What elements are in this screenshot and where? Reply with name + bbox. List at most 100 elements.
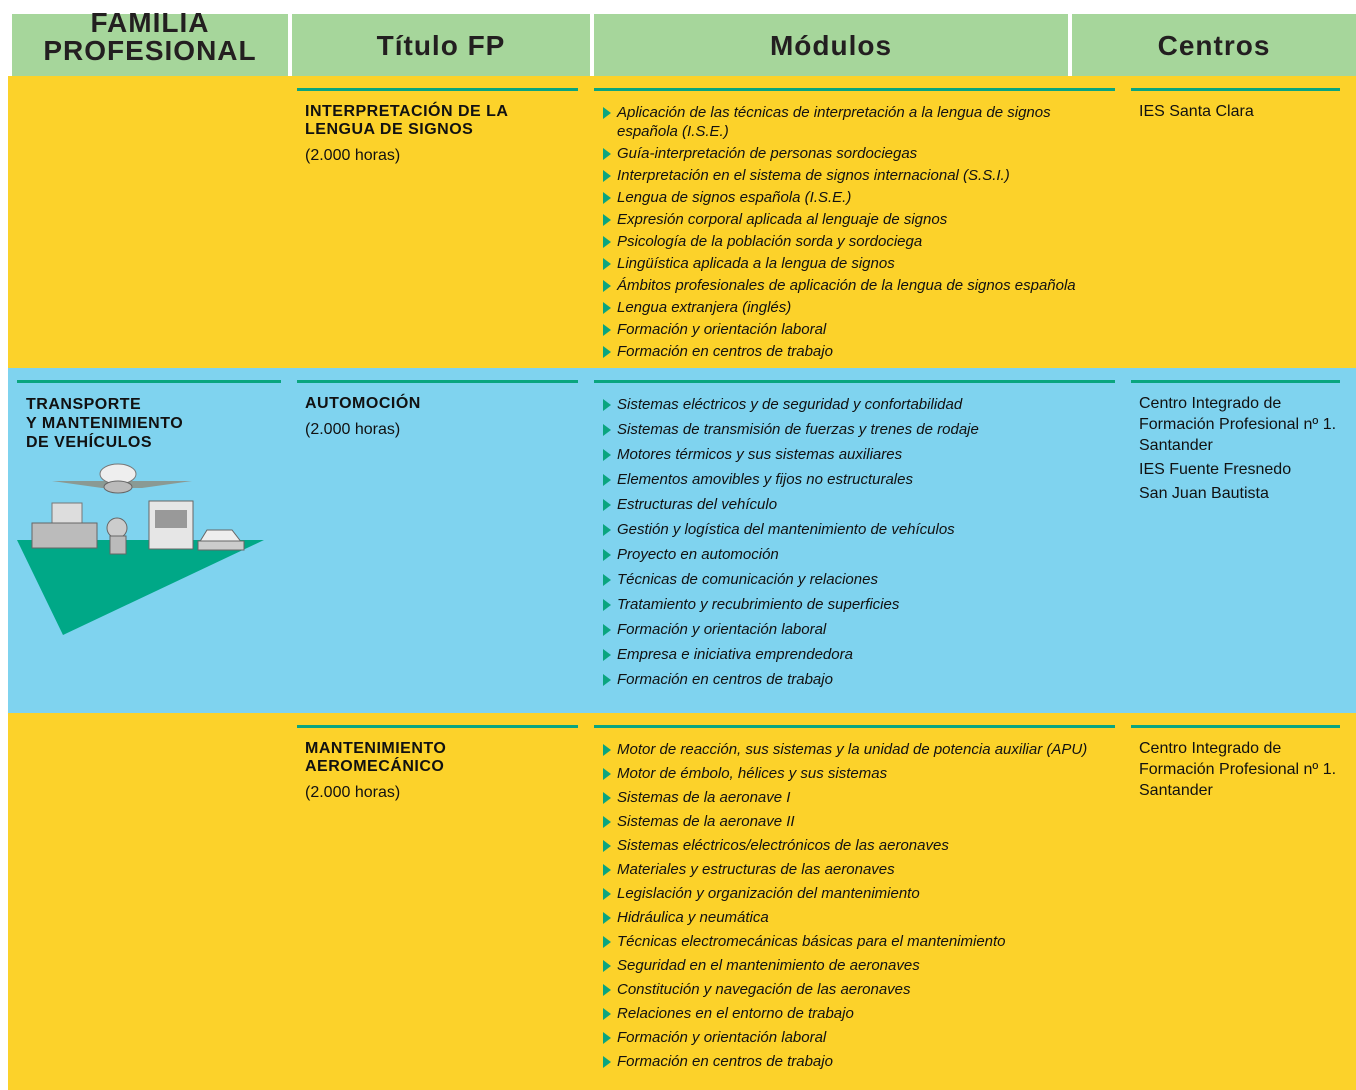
header-cell: Centros: [1072, 14, 1356, 76]
bullet: [603, 258, 611, 270]
modulo: Elementos amovibles y fijos no estructur…: [603, 470, 1097, 489]
modulo-text: Sistemas de transmisión de fuerzas y tre…: [617, 421, 979, 438]
centro: Centro Integrado de Formación Profesiona…: [1139, 395, 1337, 454]
modulo-text: Técnicas de comunicación y relaciones: [617, 571, 878, 588]
modulo-text: Lengua de signos española (I.S.E.): [617, 189, 852, 206]
modulo: Formación y orientación laboral: [603, 1028, 1097, 1047]
modulo-text: Lengua extranjera (inglés): [617, 299, 792, 316]
modulo-text: Lingüística aplicada a la lengua de sign…: [617, 255, 895, 272]
modulo-text: Psicología de la población sorda y sordo…: [617, 233, 923, 250]
familia: TRANSPORTE Y MANTENIMIENTO DE VEHÍCULOS: [26, 395, 183, 452]
modulo-text: Legislación y organización del mantenimi…: [617, 885, 920, 902]
modulo: Expresión corporal aplicada al lenguaje …: [603, 210, 1097, 229]
bullet: [603, 148, 611, 160]
modulo: Motores térmicos y sus sistemas auxiliar…: [603, 445, 1097, 464]
modulo: Motor de reacción, sus sistemas y la uni…: [603, 740, 1097, 759]
modulo: Hidráulica y neumática: [603, 908, 1097, 927]
modulo-text: Formación en centros de trabajo: [617, 671, 833, 688]
bullet: [603, 170, 611, 182]
bullet: [603, 649, 611, 661]
modulo-text: Gestión y logística del mantenimiento de…: [617, 521, 955, 538]
modulo: Psicología de la población sorda y sordo…: [603, 232, 1097, 251]
centros: IES Santa Clara: [1139, 101, 1339, 125]
modulo-text: Interpretación en el sistema de signos i…: [617, 167, 1010, 184]
bullet: [603, 768, 611, 780]
bullet: [603, 192, 611, 204]
bullet: [603, 499, 611, 511]
modulo: Tratamiento y recubrimiento de superfici…: [603, 595, 1097, 614]
bullet: [603, 960, 611, 972]
rule: [1131, 380, 1340, 383]
modulo: Lingüística aplicada a la lengua de sign…: [603, 254, 1097, 273]
bullet: [603, 449, 611, 461]
modulo: Formación en centros de trabajo: [603, 342, 1097, 361]
rule: [297, 725, 578, 728]
titulo-name: AUTOMOCIÓN: [305, 395, 575, 413]
modulo: Sistemas eléctricos/electrónicos de las …: [603, 836, 1097, 855]
row-bg: [8, 76, 1356, 368]
titulo: AUTOMOCIÓN (2.000 horas): [305, 395, 575, 439]
familia-line: Y MANTENIMIENTO: [26, 415, 184, 432]
modulo: Materiales y estructuras de las aeronave…: [603, 860, 1097, 879]
modulo-text: Técnicas electromecánicas básicas para e…: [617, 933, 1006, 950]
centros: Centro Integrado de Formación Profesiona…: [1139, 738, 1339, 804]
modulo-text: Sistemas eléctricos/electrónicos de las …: [617, 837, 949, 854]
titulo-line: INTERPRETACIÓN DE LA: [305, 103, 509, 120]
modulo: Técnicas de comunicación y relaciones: [603, 570, 1097, 589]
modulo: Sistemas de transmisión de fuerzas y tre…: [603, 420, 1097, 439]
icon: [17, 463, 264, 635]
bullet: [603, 346, 611, 358]
header-line: FAMILIA: [90, 7, 210, 38]
familia-line: DE VEHÍCULOS: [26, 434, 153, 451]
bullet: [603, 107, 611, 119]
modulo-text: Sistemas eléctricos y de seguridad y con…: [617, 396, 963, 413]
titulo-name: MANTENIMIENTO AEROMECÁNICO: [305, 740, 575, 776]
bullet: [603, 674, 611, 686]
bullet: [603, 280, 611, 292]
modulo-text: Formación y orientación laboral: [617, 321, 827, 338]
modulo: Ámbitos profesionales de aplicación de l…: [603, 276, 1097, 295]
titulo: INTERPRETACIÓN DE LA LENGUA DE SIGNOS (2.0…: [305, 103, 575, 165]
bullet: [603, 599, 611, 611]
modulo: Gestión y logística del mantenimiento de…: [603, 520, 1097, 539]
modulo-text: Formación y orientación laboral: [617, 1029, 827, 1046]
rule: [594, 88, 1115, 91]
centro: Centro Integrado de Formación Profesiona…: [1139, 740, 1337, 799]
modulo-text: Guía-interpretación de personas sordocie…: [617, 145, 918, 162]
rule: [594, 380, 1115, 383]
modulo: Aplicación de las técnicas de interpreta…: [603, 103, 1097, 141]
modulo-text: Sistemas de la aeronave II: [617, 813, 795, 830]
modulo: Formación en centros de trabajo: [603, 670, 1097, 689]
modulo: Formación y orientación laboral: [603, 320, 1097, 339]
header-cell: Módulos: [594, 14, 1068, 76]
modulo-text: Motor de reacción, sus sistemas y la uni…: [617, 741, 1088, 758]
bullet: [603, 424, 611, 436]
header-cell: Título FP: [292, 14, 590, 76]
bullet: [603, 864, 611, 876]
header-cell: FAMILIA PROFESIONAL: [12, 9, 288, 76]
modulo-text: Sistemas de la aeronave I: [617, 789, 791, 806]
modulo-text: Formación y orientación laboral: [617, 621, 827, 638]
modulos: Sistemas eléctricos y de seguridad y con…: [603, 395, 1103, 689]
modulo-text: Estructuras del vehículo: [617, 496, 778, 513]
bullet: [603, 624, 611, 636]
modulo-text: Proyecto en automoción: [617, 546, 779, 563]
titulo-line: AUTOMOCIÓN: [305, 395, 421, 412]
modulo-text: Seguridad en el mantenimiento de aeronav…: [617, 957, 920, 974]
modulo: Guía-interpretación de personas sordocie…: [603, 144, 1097, 163]
rule: [594, 725, 1115, 728]
modulo-text: Constitución y navegación de las aeronav…: [617, 981, 911, 998]
centro: IES Fuente Fresnedo: [1139, 461, 1292, 478]
modulo-text: Expresión corporal aplicada al lenguaje …: [617, 211, 948, 228]
modulo-text: Empresa e iniciativa emprendedora: [617, 646, 853, 663]
modulo: Formación en centros de trabajo: [603, 1052, 1097, 1071]
hours: (2.000 horas): [305, 784, 401, 801]
modulo: Sistemas eléctricos y de seguridad y con…: [603, 395, 1097, 414]
centro: San Juan Bautista: [1139, 485, 1269, 502]
hours: (2.000 horas): [305, 421, 401, 438]
bullet: [603, 549, 611, 561]
titulo-line: LENGUA DE SIGNOS: [305, 121, 474, 138]
modulo: Seguridad en el mantenimiento de aeronav…: [603, 956, 1097, 975]
modulo: Formación y orientación laboral: [603, 620, 1097, 639]
